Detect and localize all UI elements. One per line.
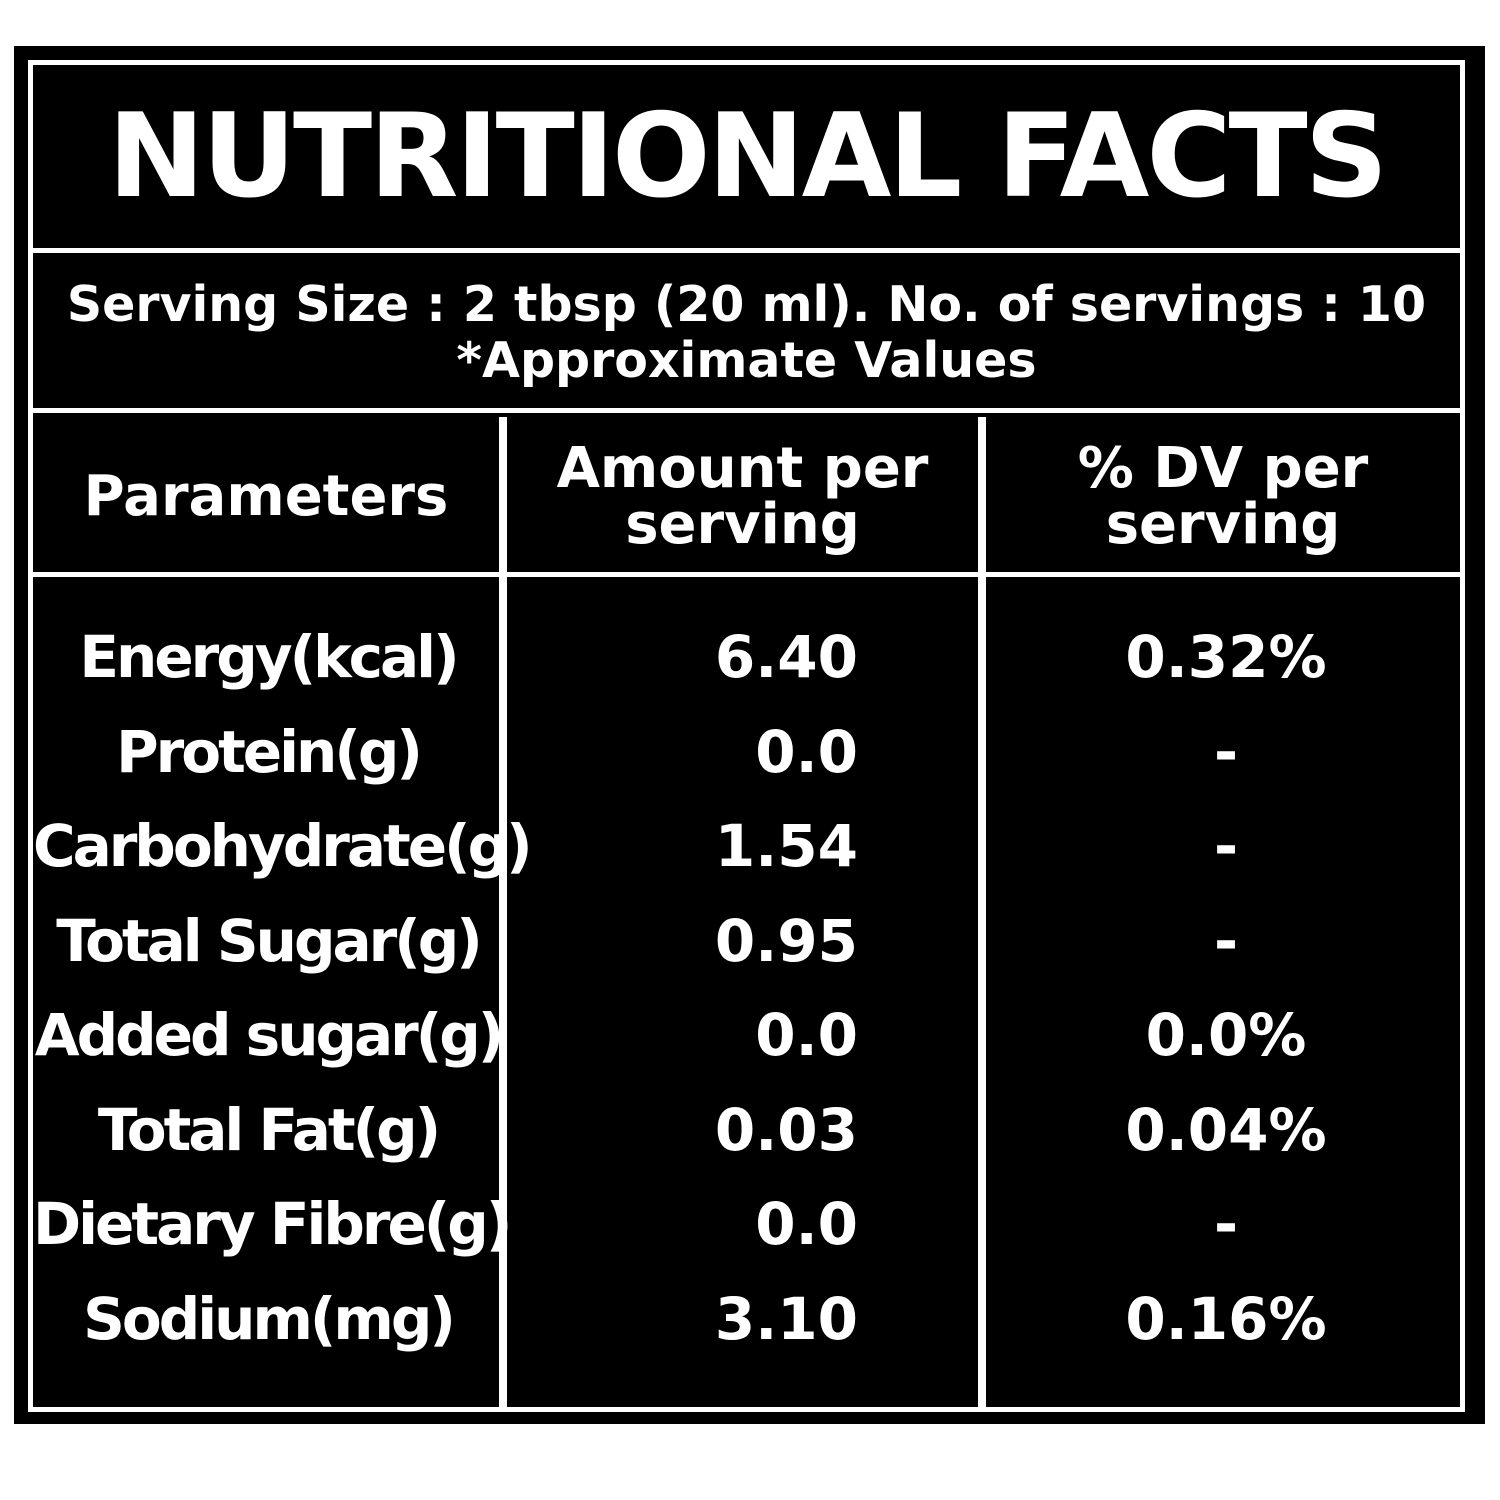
- nutrient-rows: Energy(kcal) 6.40 0.32% Protein(g) 0.0 -…: [33, 610, 1460, 1366]
- parameter-name: Carbohydrate(g): [33, 812, 533, 880]
- amount-value: 0.0: [755, 717, 858, 786]
- header-parameters: Parameters: [33, 422, 499, 572]
- header-dv-per-serving: % DV per serving: [986, 422, 1460, 572]
- nutrition-table-border: [28, 60, 1465, 1412]
- dv-value: -: [1213, 717, 1239, 786]
- label-title: NUTRITIONAL FACTS: [107, 89, 1388, 224]
- header-amount-per-serving: Amount per serving: [507, 422, 978, 572]
- amount-value: 0.0: [755, 1190, 858, 1258]
- parameter-name: Protein(g): [116, 717, 423, 786]
- parameter-name: Dietary Fibre(g): [33, 1190, 512, 1258]
- dv-value: -: [1213, 906, 1239, 975]
- amount-value: 3.10: [714, 1284, 858, 1353]
- parameter-name: Added sugar(g): [34, 1001, 505, 1069]
- dv-value: 0.0%: [1145, 1001, 1307, 1069]
- parameter-name: Total Sugar(g): [56, 906, 483, 975]
- header-amount-line1: Amount per: [556, 436, 929, 501]
- parameter-name: Total Fat(g): [97, 1095, 441, 1164]
- amount-value: 0.0: [755, 1001, 858, 1069]
- header-amount-line2: serving: [625, 492, 860, 557]
- amount-value: 0.03: [714, 1095, 858, 1164]
- table-row: Total Fat(g) 0.03 0.04%: [33, 1083, 1460, 1178]
- amount-value: 1.54: [714, 812, 858, 880]
- table-row: Energy(kcal) 6.40 0.32%: [33, 610, 1460, 705]
- nutrition-label-panel: [14, 46, 1485, 1424]
- serving-info: Serving Size : 2 tbsp (20 ml). No. of se…: [33, 258, 1460, 408]
- serving-divider: [28, 408, 1465, 413]
- dv-value: -: [1213, 812, 1239, 880]
- column-divider-1: [499, 417, 507, 1412]
- dv-value: 0.16%: [1125, 1284, 1327, 1353]
- dv-value: -: [1213, 1190, 1239, 1258]
- parameter-name: Sodium(mg): [83, 1284, 456, 1353]
- title-divider: [28, 248, 1465, 253]
- header-divider: [28, 572, 1465, 577]
- header-dv-line1: % DV per: [1077, 436, 1369, 501]
- table-row: Protein(g) 0.0 -: [33, 705, 1460, 800]
- dv-value: 0.04%: [1125, 1095, 1327, 1164]
- header-parameters-label: Parameters: [83, 464, 449, 529]
- table-row: Total Sugar(g) 0.95 -: [33, 894, 1460, 989]
- table-row: Carbohydrate(g) 1.54 -: [33, 799, 1460, 894]
- approximate-values-note: *Approximate Values: [456, 332, 1037, 389]
- table-row: Added sugar(g) 0.0 0.0%: [33, 988, 1460, 1083]
- table-row: Dietary Fibre(g) 0.0 -: [33, 1177, 1460, 1272]
- table-row: Sodium(mg) 3.10 0.16%: [33, 1272, 1460, 1367]
- dv-value: 0.32%: [1125, 623, 1327, 691]
- amount-value: 0.95: [714, 906, 858, 975]
- column-divider-2: [978, 417, 986, 1412]
- amount-value: 6.40: [714, 623, 858, 691]
- serving-size-text: Serving Size : 2 tbsp (20 ml). No. of se…: [66, 276, 1427, 333]
- parameter-name: Energy(kcal): [79, 623, 459, 691]
- header-dv-line2: serving: [1105, 492, 1341, 557]
